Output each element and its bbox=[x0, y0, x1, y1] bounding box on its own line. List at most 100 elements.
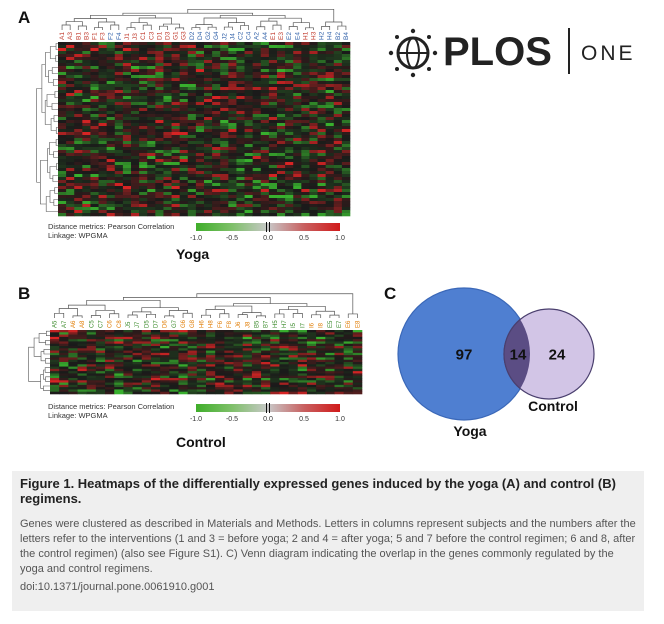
heatmap-column-label: F4 bbox=[116, 32, 123, 40]
heatmap-column-label: J7 bbox=[135, 321, 141, 328]
heatmap-column-label: G1 bbox=[173, 31, 180, 40]
yoga-tick: 0.0 bbox=[263, 235, 273, 242]
yoga-heatmap: A1 A3 B1 B3 F1 F3 F2 F4 J1 J3 C1 C3 D1 D3 G1 G3 D2 D4 G2 G4… bbox=[36, 8, 351, 217]
heatmap-column-label: A2 bbox=[254, 32, 261, 40]
heatmap-column-label: E5 bbox=[328, 320, 334, 328]
heatmap-column-label: A4 bbox=[262, 32, 269, 40]
panel-a-letter: A bbox=[18, 8, 31, 27]
control-heatmap: A5 A7 A6 A8 C5 C7 C6 C8 J5 J7 D5 D7 D6 G7 G6 G8 H6 H8 F6 F8… bbox=[28, 293, 363, 395]
heatmap-column-label: E4 bbox=[294, 32, 301, 40]
plos-journal: ONE bbox=[581, 42, 636, 65]
control-tick: 0.0 bbox=[263, 416, 273, 423]
control-linkage: Linkage: WPGMA bbox=[48, 411, 108, 420]
heatmap-column-label: C2 bbox=[238, 31, 245, 40]
panel-b-letter: B bbox=[18, 284, 31, 303]
control-distance-metric: Distance metrics: Pearson Correlation bbox=[48, 402, 175, 411]
heatmap-column-label: E1 bbox=[270, 32, 277, 40]
plos-brand: PLOS bbox=[443, 30, 552, 74]
yoga-meta: Distance metrics: Pearson Correlation Li… bbox=[48, 222, 174, 240]
heatmap-column-label: I7 bbox=[300, 322, 306, 328]
heatmap-column-label: D7 bbox=[154, 320, 160, 328]
yoga-color-scale bbox=[196, 222, 340, 232]
heatmap-column-label: A7 bbox=[62, 320, 68, 328]
heatmap-column-label: G2 bbox=[205, 31, 212, 40]
heatmap-column-label: B1 bbox=[75, 32, 82, 40]
heatmap-column-label: D4 bbox=[197, 31, 204, 40]
yoga-tick: -0.5 bbox=[225, 235, 239, 242]
heatmap-column-label: J4 bbox=[229, 33, 236, 40]
venn-overlap-count: 14 bbox=[509, 346, 527, 364]
yoga-distance-metric: Distance metrics: Pearson Correlation bbox=[48, 222, 175, 231]
yoga-title: Yoga bbox=[176, 246, 210, 262]
heatmap-column-label: B7 bbox=[264, 320, 270, 328]
yoga-tick: -1.0 bbox=[189, 235, 203, 242]
figure-caption: Figure 1. Heatmaps of the differentially… bbox=[12, 471, 644, 611]
row-dendrogram bbox=[36, 43, 58, 212]
heatmap-column-label: I8 bbox=[319, 322, 325, 328]
heatmap-column-label: C5 bbox=[89, 320, 95, 328]
heatmap-column-label: C1 bbox=[140, 31, 147, 40]
column-dendrogram bbox=[54, 293, 358, 318]
venn-control-count: 24 bbox=[548, 346, 566, 364]
control-color-scale bbox=[196, 403, 340, 413]
panel-c-letter: C bbox=[384, 284, 397, 303]
heatmap-column-label: G3 bbox=[181, 31, 188, 40]
plos-one-logo: PLOS ONE bbox=[388, 26, 650, 80]
control-tick: 0.5 bbox=[299, 416, 309, 423]
heatmap-column-label: G7 bbox=[172, 319, 178, 328]
control-meta: Distance metrics: Pearson Correlation Li… bbox=[48, 402, 174, 420]
heatmap-column-label: D3 bbox=[165, 31, 172, 40]
heatmap-column-label: G6 bbox=[181, 319, 187, 328]
heatmap-column-label: B2 bbox=[335, 32, 342, 40]
venn-diagram bbox=[397, 287, 595, 421]
heatmap-column-label: E6 bbox=[346, 320, 352, 328]
heatmap-column-label: A8 bbox=[80, 320, 86, 328]
heatmap-column-label: F2 bbox=[108, 32, 115, 40]
venn-yoga-count: 97 bbox=[455, 346, 473, 364]
heatmap-column-label: F3 bbox=[100, 32, 107, 40]
heatmap-column-label: C8 bbox=[117, 320, 123, 328]
heatmap-column-label: C3 bbox=[148, 31, 155, 40]
heatmap-column-label: H8 bbox=[209, 320, 215, 328]
caption-body: Genes were clustered as described in Mat… bbox=[20, 518, 636, 575]
control-tick: -0.5 bbox=[225, 416, 239, 423]
control-title: Control bbox=[176, 434, 226, 450]
heatmap-column-label: E8 bbox=[355, 320, 361, 328]
heatmap-column-label: C7 bbox=[98, 320, 104, 328]
heatmap-column-label: F8 bbox=[227, 320, 233, 328]
heatmap-column-label: F1 bbox=[92, 32, 99, 40]
heatmap-column-label: E7 bbox=[337, 320, 343, 328]
heatmap-column-label: H1 bbox=[302, 31, 309, 40]
yoga-linkage: Linkage: WPGMA bbox=[48, 231, 108, 240]
heatmap-column-label: B5 bbox=[254, 320, 260, 328]
heatmap-column-label: G4 bbox=[213, 31, 220, 40]
heatmap-column-label: H3 bbox=[311, 31, 318, 40]
heatmap-column-label: F6 bbox=[218, 320, 224, 328]
heatmap-column-label: H4 bbox=[327, 31, 334, 40]
heatmap-column-label: A6 bbox=[71, 320, 77, 328]
heatmap-column-label: D6 bbox=[163, 320, 169, 328]
caption-doi[interactable]: doi:10.1371/journal.pone.0061910.g001 bbox=[20, 581, 215, 593]
heatmap-column-label: G8 bbox=[190, 319, 196, 328]
heatmap-column-label: A1 bbox=[59, 32, 66, 40]
heatmap-column-label: J6 bbox=[236, 321, 242, 328]
heatmap-column-label: H6 bbox=[199, 320, 205, 328]
yoga-tick: 1.0 bbox=[335, 235, 345, 242]
venn-yoga-label: Yoga bbox=[453, 423, 487, 439]
heatmap-column-label: H7 bbox=[282, 320, 288, 328]
row-dendrogram bbox=[28, 330, 50, 391]
heatmap-column-label: J5 bbox=[126, 321, 132, 328]
heatmap-column-label: D1 bbox=[156, 31, 163, 40]
caption-title: Figure 1. Heatmaps of the differentially… bbox=[20, 476, 616, 506]
heatmap-column-label: A5 bbox=[53, 320, 59, 328]
heatmap-column-label: C4 bbox=[246, 31, 253, 40]
heatmap-cells bbox=[58, 42, 351, 217]
heatmap-column-label: D2 bbox=[189, 31, 196, 40]
heatmap-column-label: C6 bbox=[108, 320, 114, 328]
heatmap-column-label: A3 bbox=[67, 32, 74, 40]
heatmap-column-label: H5 bbox=[273, 320, 279, 328]
column-dendrogram bbox=[61, 8, 347, 30]
heatmap-column-label: I5 bbox=[291, 322, 297, 328]
control-tick: -1.0 bbox=[189, 416, 203, 423]
control-tick: 1.0 bbox=[335, 416, 345, 423]
